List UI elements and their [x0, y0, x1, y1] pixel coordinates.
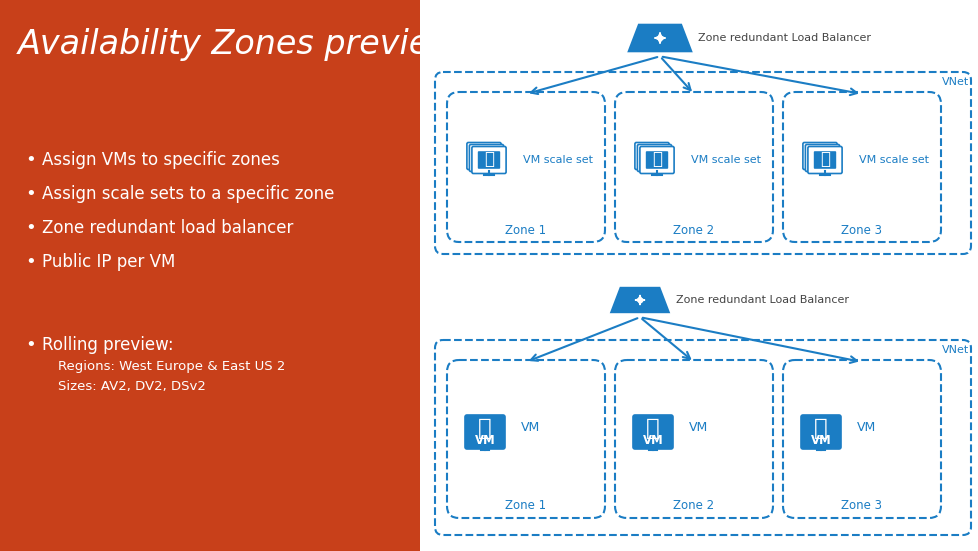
- Text: VM: VM: [642, 435, 663, 447]
- FancyBboxPatch shape: [633, 415, 672, 449]
- Text: ⛶: ⛶: [477, 418, 491, 440]
- Text: Regions: West Europe & East US 2: Regions: West Europe & East US 2: [58, 360, 285, 374]
- FancyBboxPatch shape: [637, 144, 671, 171]
- Text: Public IP per VM: Public IP per VM: [42, 253, 175, 271]
- FancyBboxPatch shape: [477, 151, 500, 169]
- Text: •: •: [25, 336, 36, 354]
- Text: Zone 1: Zone 1: [505, 500, 546, 512]
- Text: Zone 3: Zone 3: [841, 224, 881, 236]
- Text: •: •: [25, 151, 36, 169]
- Text: ⛶: ⛶: [814, 418, 827, 440]
- Text: •: •: [25, 219, 36, 237]
- FancyBboxPatch shape: [468, 144, 503, 171]
- Text: Sizes: AV2, DV2, DSv2: Sizes: AV2, DV2, DSv2: [58, 381, 205, 393]
- Text: Zone redundant Load Balancer: Zone redundant Load Balancer: [697, 33, 870, 43]
- Text: VM: VM: [474, 435, 495, 447]
- Text: Zone 2: Zone 2: [673, 500, 714, 512]
- FancyBboxPatch shape: [471, 147, 506, 174]
- Text: Assign scale sets to a specific zone: Assign scale sets to a specific zone: [42, 185, 334, 203]
- Text: Rolling preview:: Rolling preview:: [42, 336, 173, 354]
- FancyBboxPatch shape: [645, 151, 668, 169]
- Text: VNet: VNet: [941, 77, 968, 87]
- FancyBboxPatch shape: [635, 143, 668, 170]
- Text: VM scale set: VM scale set: [858, 155, 928, 165]
- Bar: [0, 0, 420, 551]
- Text: VM: VM: [520, 422, 540, 435]
- Text: VM: VM: [856, 422, 875, 435]
- Text: ⧇: ⧇: [483, 150, 494, 168]
- FancyBboxPatch shape: [805, 144, 839, 171]
- Text: VM scale set: VM scale set: [690, 155, 760, 165]
- Text: VNet: VNet: [941, 345, 968, 355]
- FancyBboxPatch shape: [640, 147, 674, 174]
- Polygon shape: [627, 24, 692, 52]
- FancyBboxPatch shape: [807, 147, 841, 174]
- Text: Availability Zones preview: Availability Zones preview: [18, 28, 457, 61]
- Text: •: •: [25, 253, 36, 271]
- Text: Zone 1: Zone 1: [505, 224, 546, 236]
- Text: ⧇: ⧇: [820, 150, 829, 168]
- FancyBboxPatch shape: [467, 143, 501, 170]
- FancyBboxPatch shape: [800, 415, 840, 449]
- Text: VM: VM: [689, 422, 707, 435]
- Text: •: •: [25, 185, 36, 203]
- Text: Zone 3: Zone 3: [841, 500, 881, 512]
- Text: ⧇: ⧇: [651, 150, 661, 168]
- FancyBboxPatch shape: [465, 415, 505, 449]
- Text: Zone redundant load balancer: Zone redundant load balancer: [42, 219, 293, 237]
- FancyBboxPatch shape: [813, 151, 835, 169]
- Text: VM scale set: VM scale set: [522, 155, 593, 165]
- Text: Zone redundant Load Balancer: Zone redundant Load Balancer: [676, 295, 848, 305]
- FancyBboxPatch shape: [802, 143, 836, 170]
- Text: ⛶: ⛶: [645, 418, 659, 440]
- Text: Zone 2: Zone 2: [673, 224, 714, 236]
- Polygon shape: [609, 287, 670, 313]
- Text: VM: VM: [810, 435, 830, 447]
- Text: Assign VMs to specific zones: Assign VMs to specific zones: [42, 151, 280, 169]
